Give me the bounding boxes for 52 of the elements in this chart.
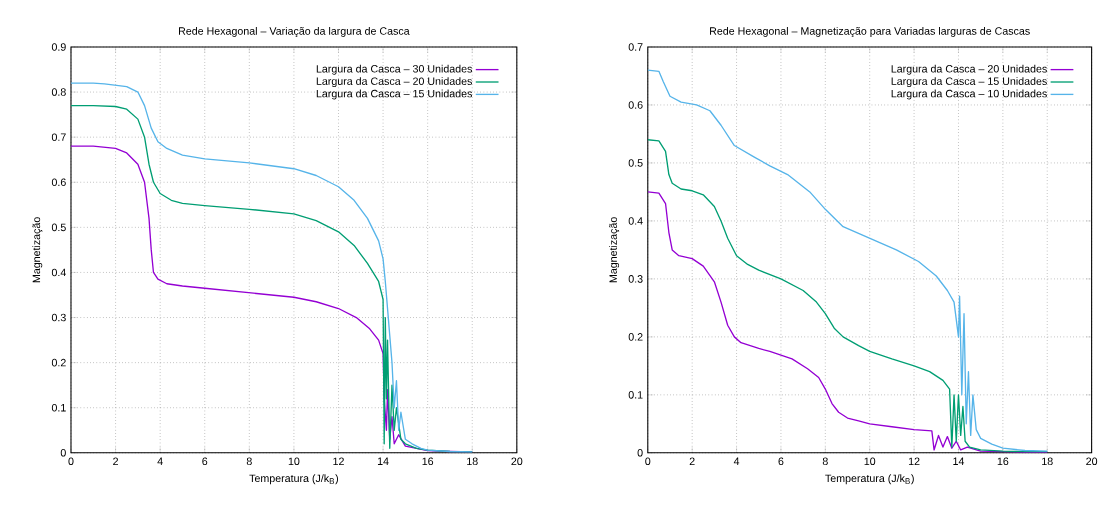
y-tick-label: 0.6 (628, 101, 643, 109)
legend-label: Largura da Casca – 10 Unidades (891, 89, 1047, 100)
x-tick-label: 8 (246, 457, 252, 466)
legend-label: Largura da Casca – 15 Unidades (891, 77, 1047, 88)
x-tick-label: 10 (288, 457, 300, 466)
y-tick-label: 0.3 (51, 313, 66, 322)
y-axis-title: Magnetização (609, 217, 620, 283)
x-tick-label: 14 (953, 457, 965, 465)
y-tick-label: 0 (637, 449, 643, 457)
x-tick-label: 10 (864, 457, 876, 466)
legend-label: Largura da Casca – 15 Unidades (316, 89, 473, 100)
x-tick-label: 12 (333, 457, 344, 466)
chart-title: Rede Hexagonal – Magnetização para Variadas larguras de Cascas (710, 27, 1030, 38)
x-axis-title: Temperatura (J/k$_{B}$) (825, 474, 914, 485)
y-tick-label: 0.8 (51, 88, 66, 96)
x-tick-label: 0 (645, 457, 651, 466)
y-tick-label: 0.9 (51, 43, 66, 51)
x-tick-label: 8 (822, 457, 828, 466)
legend-label: Largura da Casca – 20 Unidades (891, 64, 1047, 75)
x-tick-label: 20 (1086, 457, 1098, 466)
y-tick-label: 0 (60, 449, 66, 457)
x-tick-label: 12 (908, 457, 920, 466)
y-tick-label: 0.5 (628, 159, 643, 167)
x-tick-label: 4 (157, 457, 163, 465)
x-tick-label: 2 (113, 457, 118, 466)
y-tick-label: 0.2 (51, 358, 66, 367)
x-tick-label: 16 (997, 457, 1009, 466)
x-tick-label: 14 (377, 457, 389, 465)
y-tick-label: 0.7 (51, 133, 66, 142)
y-tick-label: 0.4 (628, 217, 643, 225)
y-tick-label: 0.1 (51, 404, 66, 412)
chart-title: Rede Hexagonal – Variação da largura de Casca (179, 27, 410, 38)
y-tick-label: 0.7 (628, 43, 643, 51)
x-tick-label: 6 (778, 457, 784, 466)
y-tick-label: 0.6 (51, 178, 66, 187)
y-tick-label: 0.5 (51, 223, 66, 232)
x-tick-label: 0 (68, 457, 74, 466)
x-tick-label: 18 (467, 457, 478, 466)
y-tick-label: 0.2 (628, 333, 643, 341)
y-axis-title: Magnetização (32, 217, 43, 283)
x-axis-title: Temperatura (J/k$_{B}$) (249, 474, 339, 485)
x-tick-label: 18 (1042, 457, 1053, 466)
x-tick-label: 6 (202, 457, 208, 466)
y-tick-label: 0.3 (628, 275, 643, 283)
y-tick-label: 0.1 (628, 391, 643, 399)
x-tick-label: 2 (689, 457, 695, 466)
x-tick-label: 4 (733, 457, 740, 465)
legend-label: Largura da Casca – 30 Unidades (316, 64, 473, 75)
y-tick-label: 0.4 (51, 268, 66, 277)
x-tick-label: 20 (511, 457, 523, 466)
legend-label: Largura da Casca – 20 Unidades (316, 77, 473, 88)
x-tick-label: 16 (422, 457, 434, 466)
